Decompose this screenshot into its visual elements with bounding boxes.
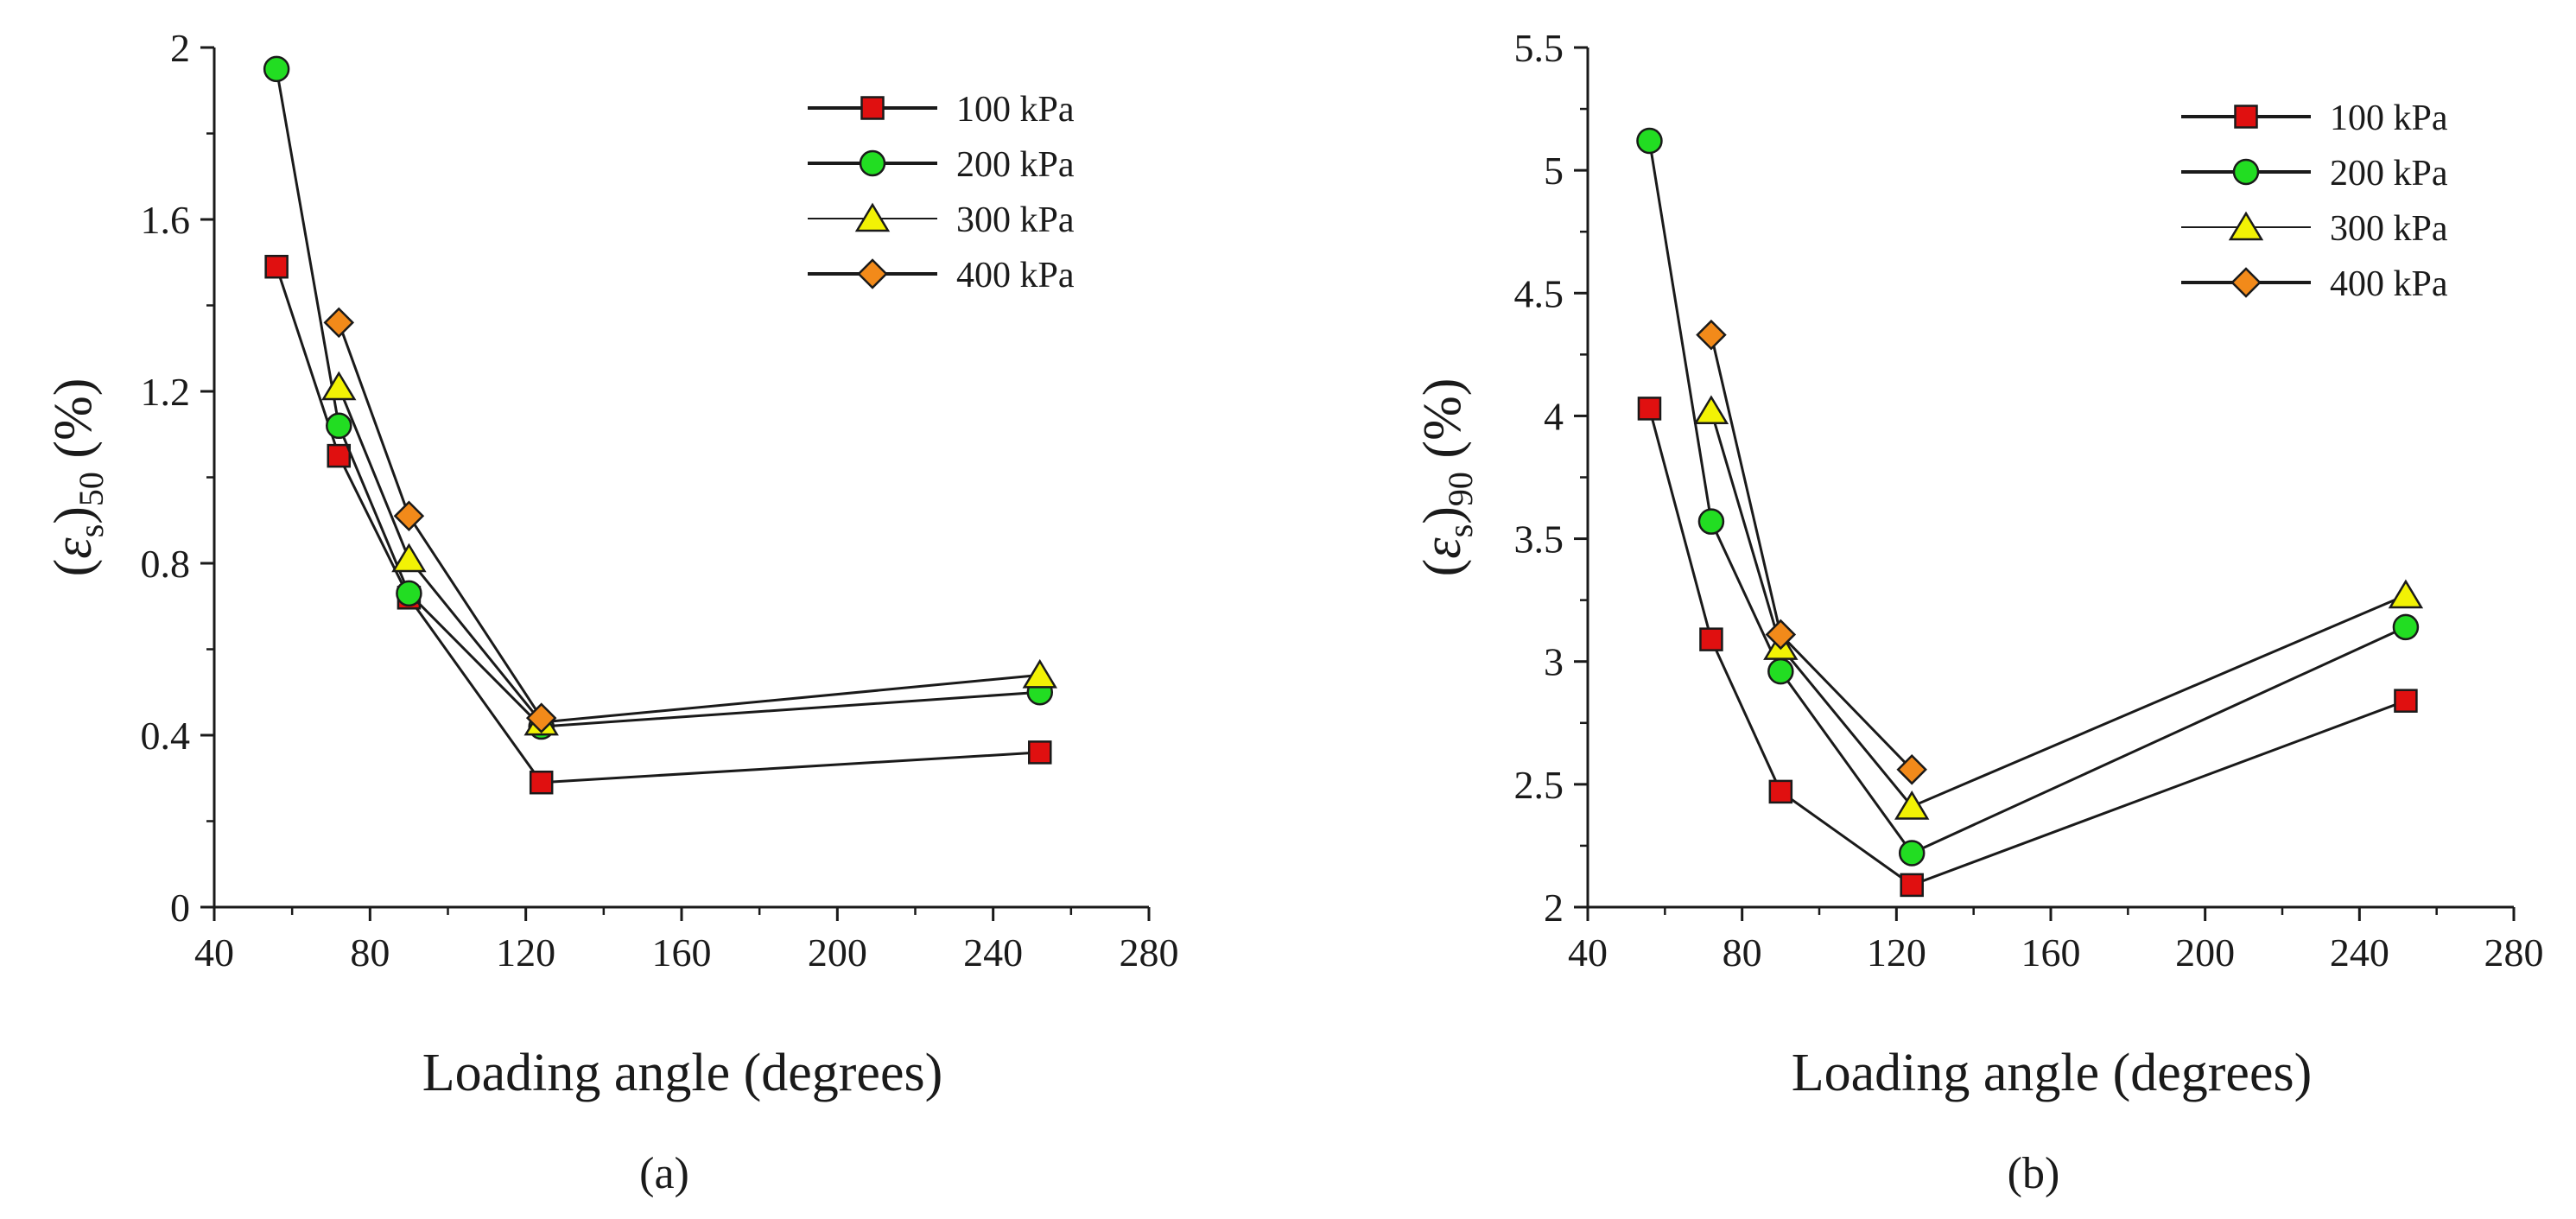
series-200-kpa xyxy=(263,55,1054,740)
chart-a: 40 80 120 160 200 240 280 0 0.4 0.8 1.2 1.6 2 Loading… xyxy=(44,26,1179,1198)
x-tick-label: 120 xyxy=(496,930,555,975)
data-point xyxy=(1693,395,1729,424)
y-tick-label: 0.4 xyxy=(141,714,191,758)
legend-label: 400 kPa xyxy=(956,256,1075,295)
data-point xyxy=(1636,127,1663,155)
data-point xyxy=(1699,627,1723,651)
x-axis-title: Loading angle (degrees) xyxy=(422,1044,943,1102)
legend-marker xyxy=(2230,267,2262,298)
y-tick-label: 5.5 xyxy=(1514,26,1564,70)
x-tick-label: 280 xyxy=(1120,930,1179,975)
data-point xyxy=(1697,508,1725,535)
data-point xyxy=(1767,657,1794,685)
x-tick-label: 240 xyxy=(2330,930,2389,975)
legend-marker xyxy=(860,96,885,120)
y-tick-label: 0 xyxy=(170,886,190,930)
y-tick-label: 1.6 xyxy=(141,198,191,242)
y-tick-label: 2 xyxy=(1544,886,1564,930)
legend-marker xyxy=(854,202,891,232)
y-axis-title: (εs)50 (%) xyxy=(44,378,111,577)
y-tick-label: 3 xyxy=(1544,640,1564,684)
legend-label: 300 kPa xyxy=(956,200,1075,240)
data-point xyxy=(326,412,352,440)
data-point xyxy=(327,443,352,468)
data-point xyxy=(323,307,355,339)
x-tick-label: 240 xyxy=(963,930,1023,975)
data-point xyxy=(2392,613,2420,641)
data-point xyxy=(529,770,554,795)
data-point xyxy=(1696,319,1727,351)
data-point xyxy=(1768,779,1793,804)
data-point xyxy=(1894,790,1930,820)
legend-marker xyxy=(2234,105,2258,129)
y-tick-label: 4.5 xyxy=(1514,271,1564,315)
series-line xyxy=(337,386,1040,724)
data-point xyxy=(1898,840,1926,867)
series-line xyxy=(337,321,542,719)
x-tick-label: 280 xyxy=(2484,930,2544,975)
y-tick-label: 5 xyxy=(1544,149,1564,193)
series-100-kpa xyxy=(264,254,1052,795)
series-100-kpa xyxy=(1637,397,2418,898)
y-tick-label: 2.5 xyxy=(1514,763,1564,807)
series-400-kpa xyxy=(323,307,557,733)
y-tick-label: 1.2 xyxy=(141,370,191,414)
data-point xyxy=(396,580,422,607)
x-tick-label: 200 xyxy=(808,930,867,975)
chart-b: 40 80 120 160 200 240 280 2 2.5 3 3.5 4 4.5 5 5.5 Loadi… xyxy=(1413,26,2544,1198)
x-tick-label: 40 xyxy=(194,930,234,975)
x-tick-label: 40 xyxy=(1568,930,1608,975)
y-tick-label: 3.5 xyxy=(1514,517,1564,562)
data-point xyxy=(1765,619,1797,651)
x-axis-title: Loading angle (degrees) xyxy=(1792,1044,2313,1102)
x-tick-label: 80 xyxy=(350,930,390,975)
legend-marker xyxy=(859,149,886,177)
legend-label: 400 kPa xyxy=(2330,264,2448,304)
legend-label: 100 kPa xyxy=(2330,98,2448,138)
legend-label: 200 kPa xyxy=(956,145,1075,185)
x-tick-label: 160 xyxy=(2021,930,2081,975)
legend-label: 300 kPa xyxy=(2330,209,2448,249)
series-line xyxy=(1647,140,2407,855)
panel-label: (a) xyxy=(639,1149,689,1198)
x-tick-label: 120 xyxy=(1867,930,1926,975)
x-tick-label: 200 xyxy=(2175,930,2235,975)
data-point xyxy=(1028,740,1052,765)
y-tick-label: 2 xyxy=(170,26,190,70)
data-point xyxy=(1896,754,1927,785)
legend-label: 200 kPa xyxy=(2330,154,2448,194)
legend: 100 kPa 200 kPa 300 kPa 400 kPa xyxy=(808,90,1075,295)
data-point xyxy=(263,55,290,83)
x-tick-label: 80 xyxy=(1723,930,1762,975)
series-line xyxy=(1710,410,2407,809)
series-300-kpa xyxy=(1693,395,2424,820)
legend-marker xyxy=(2232,158,2260,186)
series-400-kpa xyxy=(1696,319,1927,785)
data-point xyxy=(264,254,289,279)
data-point xyxy=(1637,397,1662,421)
y-tick-label: 0.8 xyxy=(141,542,191,586)
series-300-kpa xyxy=(321,371,1057,736)
data-point xyxy=(321,371,357,401)
y-tick-label: 4 xyxy=(1544,394,1564,438)
legend-marker xyxy=(2228,211,2264,241)
series-200-kpa xyxy=(1636,127,2420,867)
data-point xyxy=(2388,579,2424,609)
legend-marker xyxy=(857,258,888,289)
x-tick-label: 160 xyxy=(652,930,712,975)
series-line xyxy=(275,266,1040,784)
series-line xyxy=(275,68,1040,728)
data-point xyxy=(2394,689,2418,713)
series-line xyxy=(1648,408,2407,887)
data-point xyxy=(391,543,427,573)
panel-label: (b) xyxy=(2008,1149,2060,1198)
data-point xyxy=(393,500,425,532)
data-point xyxy=(1022,658,1057,689)
data-point xyxy=(1900,873,1924,898)
legend-label: 100 kPa xyxy=(956,90,1075,130)
y-axis-title: (εs)90 (%) xyxy=(1413,378,1480,577)
data-point xyxy=(525,702,557,733)
legend: 100 kPa 200 kPa 300 kPa 400 kPa xyxy=(2181,98,2448,304)
